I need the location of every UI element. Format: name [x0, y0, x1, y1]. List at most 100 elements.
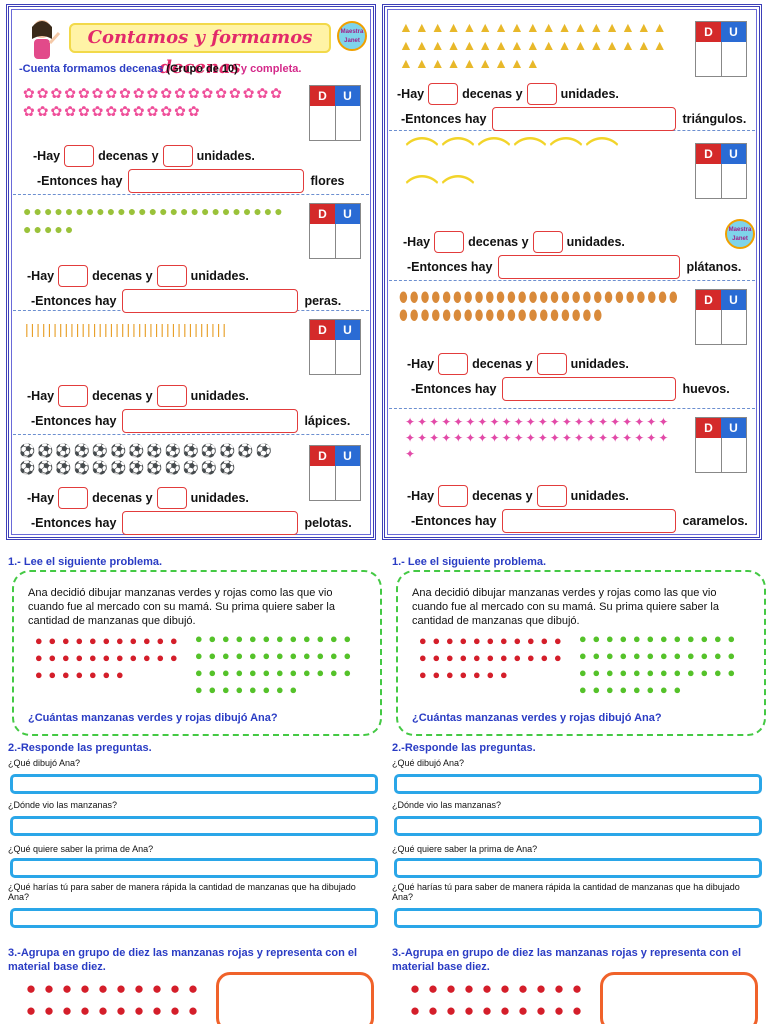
counting-object-icon: ⚽ [73, 460, 90, 475]
counting-object-icon: | [115, 321, 119, 337]
counting-object-icon: ✦ [598, 431, 609, 445]
counting-object-icon: ✿ [23, 85, 35, 101]
answer-field[interactable] [394, 774, 762, 794]
green-apple-icon: ● [329, 631, 338, 646]
counting-object-icon: ✿ [160, 85, 173, 101]
answer-field[interactable] [10, 774, 378, 794]
du-cell-unidades[interactable] [722, 164, 747, 198]
green-apple-icon: ● [578, 665, 587, 680]
counting-object-icon: ▲ [478, 55, 493, 71]
counting-section: ⚽ ⚽ ⚽ ⚽ ⚽ ⚽ ⚽ ⚽ ⚽ ⚽ ⚽ ⚽ ⚽ ⚽ ⚽ ⚽ ⚽ ⚽ ⚽ ⚽ ⚽ ⚽ ⚽ ⚽ ⚽ ⚽ D U -Hay decenas … [13, 435, 369, 535]
green-apple-icon: ● [208, 631, 217, 646]
counting-object-icon: ⚽ [91, 460, 108, 475]
counting-object-icon: ✦ [658, 415, 669, 429]
du-cell-decenas[interactable] [310, 106, 336, 140]
total-input[interactable] [492, 107, 677, 131]
step1-heading: 1.- Lee el siguiente problema. [8, 556, 163, 568]
counting-object-icon: ▲ [510, 55, 524, 71]
total-input[interactable] [122, 409, 299, 433]
base-ten-drawing-area[interactable] [600, 972, 758, 1024]
counting-object-icon: ⚽ [164, 443, 181, 458]
red-apple-icon: ● [102, 650, 111, 665]
du-cell-decenas[interactable] [696, 438, 722, 472]
du-header-d: D [310, 320, 335, 340]
decenas-input[interactable] [438, 353, 469, 375]
base-ten-drawing-area[interactable] [216, 972, 374, 1024]
decenas-input[interactable] [58, 265, 89, 287]
unidades-input[interactable] [536, 485, 567, 507]
instruction-text: -Cuenta formamos decenas [19, 63, 164, 75]
total-input[interactable] [122, 289, 299, 313]
du-cell-unidades[interactable] [336, 106, 361, 140]
total-input[interactable] [122, 511, 299, 535]
red-apple-icon: ● [129, 633, 138, 648]
du-cell-unidades[interactable] [336, 224, 361, 258]
red-apple-icon: ● [156, 633, 165, 648]
unidades-input[interactable] [156, 487, 187, 509]
unidades-input[interactable] [162, 145, 193, 167]
counting-object-icon: ● [106, 203, 116, 219]
entonces-row: -Entonces hay peras. [31, 289, 341, 313]
du-cell-decenas[interactable] [310, 466, 336, 500]
du-cell-decenas[interactable] [310, 340, 336, 374]
counting-objects: ⚽ ⚽ ⚽ ⚽ ⚽ ⚽ ⚽ ⚽ ⚽ ⚽ ⚽ ⚽ ⚽ ⚽ ⚽ ⚽ ⚽ ⚽ ⚽ ⚽ ⚽ ⚽ ⚽ ⚽ ⚽ ⚽ [19, 443, 289, 475]
counting-object-icon: | [137, 321, 142, 337]
decenas-input[interactable] [428, 83, 459, 105]
counting-object-icon: | [25, 321, 29, 337]
unidades-input[interactable] [156, 385, 187, 407]
decenas-input[interactable] [438, 485, 469, 507]
unidades-input[interactable] [156, 265, 187, 287]
answer-field[interactable] [10, 816, 378, 836]
problem-question: ¿Cuántas manzanas verdes y rojas dibujó … [28, 712, 278, 724]
answer-field[interactable] [10, 858, 378, 878]
unidades-label: unidades. [570, 357, 629, 371]
counting-object-icon: ✿ [160, 103, 173, 119]
total-input[interactable] [502, 509, 677, 533]
green-apple-icon: ● [316, 665, 325, 680]
total-input[interactable] [498, 255, 681, 279]
red-apple-icon: ● [48, 650, 57, 665]
counting-object-icon: ● [23, 221, 32, 237]
counting-object-icon: ✦ [429, 415, 440, 429]
answer-field[interactable] [394, 858, 762, 878]
du-cell-unidades[interactable] [722, 310, 747, 344]
counting-object-icon: ▲ [636, 19, 651, 35]
counting-object-icon: | [58, 321, 63, 337]
decenas-input[interactable] [58, 385, 89, 407]
counting-object-icon: ▲ [462, 37, 477, 53]
green-apple-icon: ● [659, 648, 668, 663]
answer-field[interactable] [394, 816, 762, 836]
hay-label: -Hay [397, 87, 425, 101]
unidades-input[interactable] [532, 231, 563, 253]
total-input[interactable] [128, 169, 305, 193]
green-apple-icon: ● [275, 648, 284, 663]
decenas-input[interactable] [434, 231, 465, 253]
du-cell-decenas[interactable] [310, 224, 336, 258]
du-cell-decenas[interactable] [696, 310, 722, 344]
du-cell-unidades[interactable] [336, 340, 361, 374]
du-cell-unidades[interactable] [722, 438, 747, 472]
counting-object-icon: ▲ [430, 19, 445, 35]
decenas-label: decenas y [98, 149, 159, 163]
red-apple-icon: ● [61, 979, 73, 998]
counting-object-icon: ▲ [589, 19, 604, 35]
answer-field[interactable] [394, 908, 762, 928]
unidades-input[interactable] [526, 83, 557, 105]
total-input[interactable] [502, 377, 677, 401]
decenas-input[interactable] [58, 487, 89, 509]
unidades-input[interactable] [536, 353, 567, 375]
red-apple-icon: ● [459, 633, 468, 648]
green-apple-icon: ● [592, 682, 601, 697]
du-cell-decenas[interactable] [696, 164, 722, 198]
counting-object-icon: ⬮ [431, 307, 441, 323]
du-cell-decenas[interactable] [696, 42, 722, 76]
red-apple-icon: ● [75, 633, 84, 648]
hay-label: -Hay [407, 357, 435, 371]
answer-field[interactable] [10, 908, 378, 928]
red-apple-icon: ● [432, 633, 441, 648]
decenas-input[interactable] [64, 145, 95, 167]
du-cell-unidades[interactable] [336, 466, 361, 500]
du-cell-unidades[interactable] [722, 42, 747, 76]
question-label: ¿Dónde vio las manzanas? [8, 800, 118, 810]
counting-object-icon: ✦ [598, 415, 609, 429]
